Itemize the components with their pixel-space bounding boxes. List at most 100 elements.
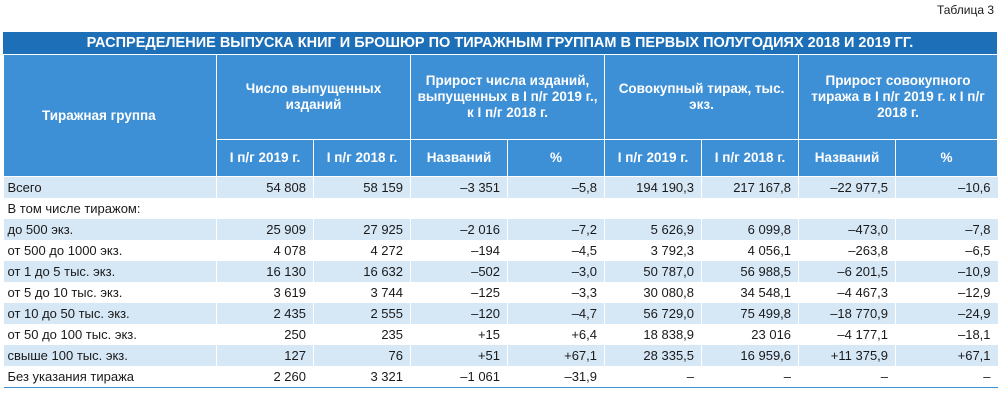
- row-label: свыше 100 тыс. экз.: [3, 345, 217, 366]
- table-cell: 4 272: [312, 240, 411, 261]
- row-label: от 5 до 10 тыс. экз.: [3, 282, 217, 303]
- table-cell: –18,1: [895, 324, 998, 345]
- table-cell: +11 375,9: [798, 345, 896, 366]
- table-cell: –502: [410, 261, 508, 282]
- row-label: от 10 до 50 тыс. экз.: [3, 303, 217, 324]
- table-cell: +15: [410, 324, 508, 345]
- table-cell: 3 321: [312, 366, 411, 388]
- table-cell: –125: [410, 282, 508, 303]
- table-cell: –: [895, 366, 998, 388]
- header-group: Тиражная группа: [3, 54, 217, 177]
- subheader-editions-2018: I п/г 2018 г.: [312, 139, 412, 177]
- table-cell: –3,0: [507, 261, 605, 282]
- row-label: Без указания тиража: [3, 366, 217, 388]
- table-cell: –4,5: [507, 240, 605, 261]
- table-cell: 5 626,9: [604, 219, 702, 240]
- table-cell: 4 056,1: [701, 240, 799, 261]
- header-editions: Число выпущенных изданий: [215, 54, 412, 140]
- table-row: Всего 54 808 58 159 –3 351 –5,8 194 190,3 217 …: [3, 176, 998, 198]
- table-cell: –120: [410, 303, 508, 324]
- table-cell: 25 909: [216, 219, 314, 240]
- table-cell: –194: [410, 240, 508, 261]
- header-circulation: Совокупный тираж, тыс. экз.: [604, 54, 800, 140]
- table-row: от 50 до 100 тыс. экз. 250 235 +15 +6,4 18 83…: [3, 324, 998, 345]
- table-title: РАСПРЕДЕЛЕНИЕ ВЫПУСКА КНИГ И БРОШЮР ПО Т…: [3, 32, 997, 54]
- table-cell: –24,9: [895, 303, 998, 324]
- table-cell: –4,7: [507, 303, 605, 324]
- table-cell: 217 167,8: [701, 176, 799, 198]
- subheader-editions-growth-titles: Названий: [410, 139, 509, 177]
- subheader-circulation-growth-titles: Названий: [798, 139, 897, 177]
- table-cell: 3 792,3: [604, 240, 702, 261]
- header-circulation-growth: Прирост совокупного тиража в I п/г 2019 …: [798, 54, 999, 140]
- table-row: до 500 экз. 25 909 27 925 –2 016 –7,2 5 626,9…: [3, 219, 998, 240]
- table-cell: 127: [216, 345, 314, 366]
- table-cell: –: [604, 366, 702, 388]
- table-cell: –: [701, 366, 799, 388]
- subheader-editions-growth-percent: %: [507, 139, 606, 177]
- row-label: от 500 до 1000 экз.: [3, 240, 217, 261]
- table-cell: 30 080,8: [604, 282, 702, 303]
- table-cell: 2 435: [216, 303, 314, 324]
- table-row: от 5 до 10 тыс. экз. 3 619 3 744 –125 –3,3 30…: [3, 282, 998, 303]
- table-cell: 54 808: [216, 176, 314, 198]
- table-cell: [507, 198, 605, 219]
- table-cell: 50 787,0: [604, 261, 702, 282]
- table-cell: –5,8: [507, 176, 605, 198]
- table-cell: 56 729,0: [604, 303, 702, 324]
- table-cell: –6 201,5: [798, 261, 896, 282]
- table-cell: –263,8: [798, 240, 896, 261]
- table-cell: –7,2: [507, 219, 605, 240]
- subheader-circulation-2018: I п/г 2018 г.: [701, 139, 800, 177]
- table-cell: –22 977,5: [798, 176, 896, 198]
- table-cell: –473,0: [798, 219, 896, 240]
- row-label: Всего: [3, 176, 217, 198]
- table-cell: 27 925: [312, 219, 411, 240]
- table-cell: –31,9: [507, 366, 605, 388]
- table-cell: 23 016: [701, 324, 799, 345]
- table-row: В том числе тиражом:: [3, 198, 998, 219]
- row-label: до 500 экз.: [3, 219, 217, 240]
- table-cell: +67,1: [507, 345, 605, 366]
- table-cell: 56 988,5: [701, 261, 799, 282]
- table-cell: 18 838,9: [604, 324, 702, 345]
- table-cell: 28 335,5: [604, 345, 702, 366]
- table-cell: –2 016: [410, 219, 508, 240]
- table-cell: 34 548,1: [701, 282, 799, 303]
- subheader-circulation-2019: I п/г 2019 г.: [604, 139, 703, 177]
- table-cell: –18 770,9: [798, 303, 896, 324]
- row-label: от 50 до 100 тыс. экз.: [3, 324, 217, 345]
- table-cell: 16 130: [216, 261, 314, 282]
- table-cell: +51: [410, 345, 508, 366]
- table-cell: –10,9: [895, 261, 998, 282]
- table-cell: –6,5: [895, 240, 998, 261]
- table-cell: 235: [312, 324, 411, 345]
- table-cell: –1 061: [410, 366, 508, 388]
- circulation-table: Тиражная группа Число выпущенных изданий…: [3, 54, 999, 388]
- table-row: от 1 до 5 тыс. экз. 16 130 16 632 –502 –3,0 5…: [3, 261, 998, 282]
- table-row: Без указания тиража 2 260 3 321 –1 061 –31,9…: [3, 366, 998, 388]
- table-cell: –10,6: [895, 176, 998, 198]
- table-cell: –4 177,1: [798, 324, 896, 345]
- table-cell: –3 351: [410, 176, 508, 198]
- table-cell: [604, 198, 702, 219]
- table-cell: 194 190,3: [604, 176, 702, 198]
- table-cell: 4 078: [216, 240, 314, 261]
- table-cell: [701, 198, 799, 219]
- table-cell: [895, 198, 998, 219]
- table-cell: [798, 198, 896, 219]
- table-cell: [410, 198, 508, 219]
- row-label: от 1 до 5 тыс. экз.: [3, 261, 217, 282]
- table-cell: –4 467,3: [798, 282, 896, 303]
- table-cell: 250: [216, 324, 314, 345]
- table-cell: 2 260: [216, 366, 314, 388]
- table-cell: 3 619: [216, 282, 314, 303]
- table-cell: +67,1: [895, 345, 998, 366]
- table-cell: +6,4: [507, 324, 605, 345]
- table-cell: 16 959,6: [701, 345, 799, 366]
- table-cell: 16 632: [312, 261, 411, 282]
- table-row: от 500 до 1000 экз. 4 078 4 272 –194 –4,5 3 7…: [3, 240, 998, 261]
- table-cell: [216, 198, 314, 219]
- table-caption: Таблица 3: [936, 3, 994, 17]
- table-row: свыше 100 тыс. экз. 127 76 +51 +67,1 28 335,5…: [3, 345, 998, 366]
